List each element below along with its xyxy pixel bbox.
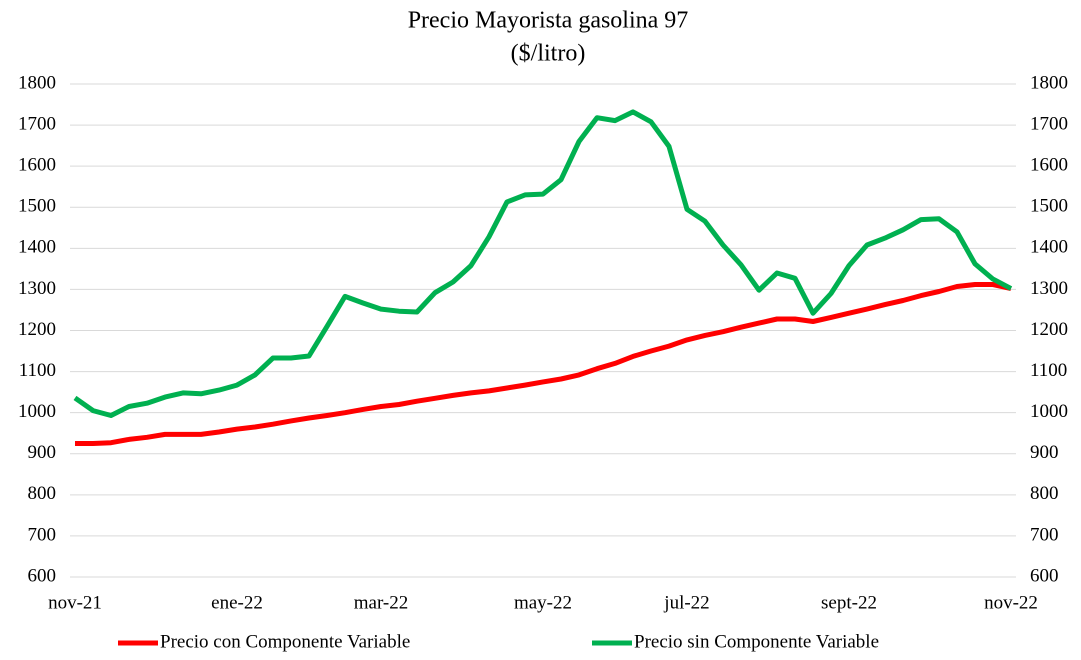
y2-tick-label: 1500: [1030, 196, 1068, 217]
y-tick-label: 1700: [18, 113, 56, 134]
y2-tick-label: 1700: [1030, 113, 1068, 134]
y-tick-label: 600: [28, 565, 57, 586]
y-tick-label: 1500: [18, 196, 56, 217]
x-tick-label: mar-22: [354, 592, 409, 613]
chart-title: Precio Mayorista gasolina 97: [408, 8, 689, 34]
series-line: [75, 282, 1012, 446]
y2-tick-label: 1100: [1030, 360, 1067, 381]
y2-tick-label: 1300: [1030, 278, 1068, 299]
y-tick-label: 1400: [18, 237, 56, 258]
legend-label: Precio con Componente Variable: [160, 631, 410, 652]
y-tick-label: 1600: [18, 155, 56, 176]
y-tick-label: 1000: [18, 401, 56, 422]
x-tick-label: nov-21: [48, 592, 102, 613]
x-tick-label: nov-22: [984, 592, 1038, 613]
y-tick-label: 1300: [18, 278, 56, 299]
x-tick-label: jul-22: [663, 592, 709, 613]
y2-tick-label: 1600: [1030, 155, 1068, 176]
x-tick-label: may-22: [514, 592, 572, 613]
y2-tick-label: 700: [1030, 524, 1059, 545]
y-tick-label: 800: [28, 483, 57, 504]
y2-tick-label: 1000: [1030, 401, 1068, 422]
y2-tick-label: 600: [1030, 565, 1059, 586]
y2-tick-label: 800: [1030, 483, 1059, 504]
y-tick-label: 700: [28, 524, 57, 545]
chart-subtitle: ($/litro): [511, 41, 586, 67]
legend-label: Precio sin Componente Variable: [634, 631, 879, 652]
y2-tick-label: 1800: [1030, 72, 1068, 93]
y-tick-label: 900: [28, 442, 57, 463]
y2-tick-label: 1400: [1030, 237, 1068, 258]
x-tick-label: ene-22: [211, 592, 263, 613]
x-tick-label: sept-22: [821, 592, 877, 613]
series-line: [73, 109, 1013, 418]
y2-tick-label: 900: [1030, 442, 1059, 463]
y-tick-label: 1100: [19, 360, 56, 381]
y-tick-label: 1200: [18, 319, 56, 340]
y-tick-label: 1800: [18, 72, 56, 93]
y2-tick-label: 1200: [1030, 319, 1068, 340]
